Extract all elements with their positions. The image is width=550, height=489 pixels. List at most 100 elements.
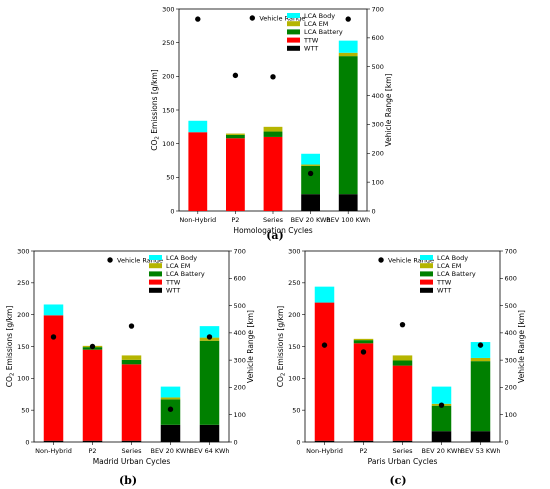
legend-label: LCA Battery: [166, 270, 205, 278]
y2-tick-label: 700: [505, 247, 517, 255]
y2-tick-label: 300: [372, 121, 384, 129]
x-tick-label: Series: [122, 447, 143, 455]
y2-tick-label: 300: [234, 356, 246, 364]
vehicle-range-point: [321, 342, 328, 348]
y-tick-label: 150: [162, 106, 174, 114]
bar-segment-ttw: [353, 343, 374, 441]
y2-tick-label: 500: [505, 302, 517, 310]
y-tick-label: 200: [162, 73, 174, 81]
vehicle-range-point: [195, 16, 201, 22]
y-axis-label: CO2 Emissions [g/km]: [150, 69, 161, 151]
y2-tick-label: 600: [505, 275, 517, 283]
y2-tick-label: 500: [372, 63, 384, 71]
chart-panel-2: 0 50 100 150 200 250 300 0 100 200 300 400 500 600 700…: [5, 247, 255, 487]
bar-segment-lca-battery: [121, 359, 142, 365]
bar-segment-lca-body: [188, 120, 208, 133]
bar-segment-wtt: [314, 440, 335, 442]
bar-segment-lca-battery: [470, 361, 491, 432]
legend-label: LCA Battery: [437, 270, 476, 278]
legend-vehicle-range-marker: [249, 15, 256, 21]
vehicle-range-point: [89, 343, 96, 350]
y2-tick-label: 0: [234, 438, 238, 446]
legend-label: LCA EM: [304, 20, 328, 28]
legend-swatch-lca-body: [149, 255, 162, 260]
y-tick-label: 0: [170, 207, 174, 215]
panel-label: (c): [389, 474, 406, 487]
bar-segment-lca-em: [226, 133, 245, 135]
legend-label: LCA EM: [437, 262, 461, 270]
bar-segment-wtt: [301, 194, 320, 211]
y-tick-label: 250: [288, 279, 300, 287]
bar-segment-lca-battery: [431, 405, 452, 432]
y-tick-label: 300: [288, 247, 300, 255]
legend-label: WTT: [437, 287, 451, 295]
legend-swatch-ttw: [420, 279, 433, 285]
y2-tick-label: 100: [505, 411, 517, 419]
y-tick-label: 200: [288, 311, 300, 319]
vehicle-range-point: [232, 72, 239, 79]
y2-tick-label: 600: [372, 34, 384, 42]
y2-tick-label: 400: [505, 329, 517, 337]
x-tick-label: P2: [88, 447, 96, 455]
y2-tick-label: 700: [372, 5, 384, 13]
vehicle-range-point: [128, 323, 135, 329]
bar-segment-lca-body: [301, 153, 320, 165]
bar-segment-lca-battery: [301, 165, 320, 195]
y-tick-label: 200: [17, 311, 29, 319]
bar-segment-lca-body: [338, 40, 358, 53]
bar-segment-lca-em: [338, 52, 358, 57]
x-tick-label: Series: [263, 216, 284, 224]
bar-segment-wtt: [470, 431, 491, 442]
bar-segment-wtt: [431, 431, 452, 442]
x-tick-label: Non-Hybrid: [306, 447, 343, 455]
y-tick-label: 0: [25, 438, 29, 446]
legend-swatch-lca-battery: [149, 271, 162, 277]
legend-label: LCA Battery: [304, 28, 343, 36]
vehicle-range-point: [438, 402, 445, 408]
bar-segment-lca-em: [392, 355, 413, 361]
vehicle-range-point: [399, 321, 406, 328]
bar-segment-lca-body: [314, 286, 335, 303]
y2-axis-label: Vehicle Range [km]: [517, 310, 526, 383]
y-tick-label: 50: [21, 406, 29, 414]
vehicle-range-point: [345, 16, 351, 22]
bar-segment-wtt: [43, 440, 64, 442]
legend-swatch-lca-battery: [287, 29, 300, 35]
bar-segment-lca-em: [353, 338, 374, 341]
y-axis-label: CO2 Emissions [g/km]: [5, 306, 16, 388]
y2-tick-label: 200: [505, 384, 517, 392]
bar-segment-lca-battery: [226, 134, 245, 139]
y-tick-label: 300: [162, 5, 174, 13]
y2-tick-label: 300: [505, 356, 517, 364]
vehicle-range-point: [167, 406, 174, 412]
bar-segment-wtt: [199, 424, 220, 442]
panel-label: (a): [266, 229, 284, 242]
x-tick-label: P2: [359, 447, 367, 455]
chart-panel-3: 0 50 100 150 200 250 300 0 100 200 300 400 500 600 700…: [276, 247, 526, 487]
vehicle-range-point: [206, 334, 213, 340]
x-tick-label: BEV 100 KWh: [326, 216, 370, 224]
vehicle-range-point: [50, 334, 57, 340]
bar-segment-ttw: [226, 138, 245, 211]
y2-tick-label: 200: [372, 150, 384, 158]
bar-segment-wtt: [338, 194, 358, 211]
y-tick-label: 0: [296, 438, 300, 446]
bar-segment-wtt: [82, 440, 103, 442]
legend-vehicle-range-label: Vehicle Range: [388, 256, 434, 264]
x-tick-label: Non-Hybrid: [35, 447, 72, 455]
y-tick-label: 250: [17, 279, 29, 287]
y-tick-label: 100: [162, 140, 174, 148]
bar-segment-lca-battery: [338, 56, 358, 195]
x-axis-label: Homologation Cycles: [233, 226, 312, 235]
bar-segment-wtt: [353, 440, 374, 442]
bar-segment-ttw: [392, 365, 413, 441]
y-tick-label: 150: [288, 343, 300, 351]
bar-segment-lca-body: [431, 386, 452, 404]
y-tick-label: 50: [166, 174, 174, 182]
legend-label: TTW: [436, 278, 452, 286]
y-axis-label: CO2 Emissions [g/km]: [276, 306, 287, 388]
legend-swatch-lca-battery: [420, 271, 433, 277]
x-tick-label: Non-Hybrid: [179, 216, 216, 224]
legend-label: LCA Body: [437, 254, 468, 262]
